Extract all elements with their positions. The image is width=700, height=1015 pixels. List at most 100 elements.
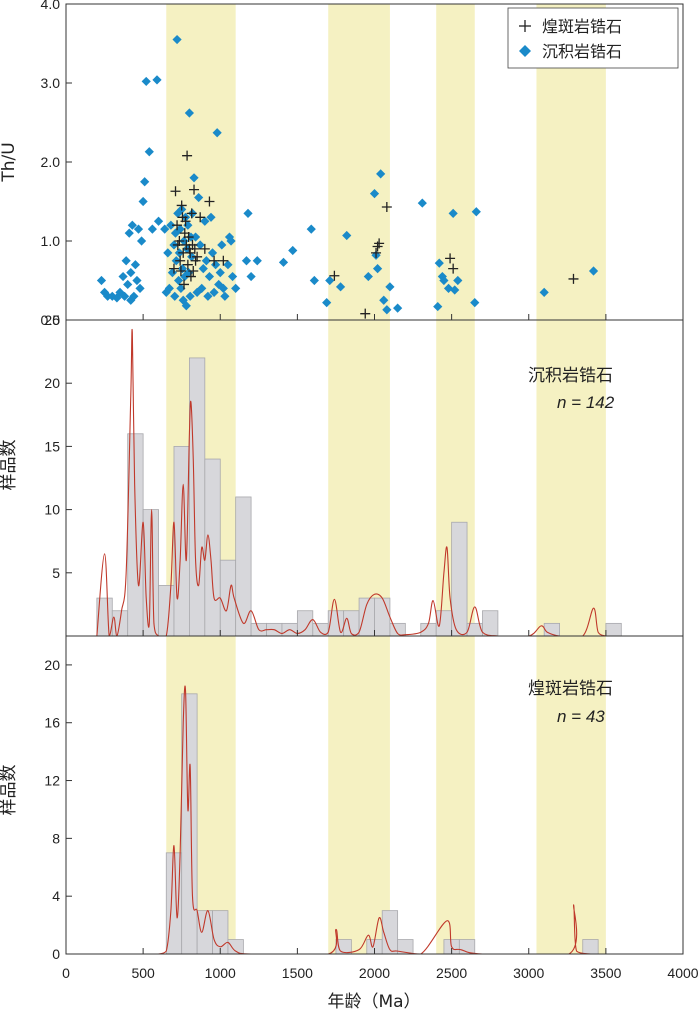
lamprophyre-bar-3	[212, 910, 229, 955]
sedimentary-point-99	[372, 264, 383, 274]
sedimentary-point-107	[434, 258, 444, 268]
lamprophyre-point-2	[172, 220, 183, 231]
sedimentary-point-37	[172, 34, 182, 45]
y-tick-label-2: 2.0	[41, 154, 61, 170]
sedimentary-point-13	[127, 220, 137, 230]
th-u-y-ticks: 0.0 1.0 2.0 3.0 4.0	[41, 0, 72, 328]
x-tick-label-2: 1000	[205, 965, 236, 981]
sedimentary-point-103	[385, 282, 395, 292]
sedimentary-point-67	[203, 291, 213, 301]
lamprophyre-point-30	[209, 255, 220, 266]
lamprophyre-point-31	[218, 255, 229, 266]
sedimentary-point-60	[192, 287, 202, 297]
sedimentary-point-27	[160, 224, 170, 234]
lamprophyre-bar-11	[582, 939, 599, 955]
sedimentary-point-30	[164, 283, 174, 293]
sedimentary-point-32	[167, 268, 178, 278]
x-tick-label-5: 2500	[436, 965, 467, 981]
lamprophyre-bars	[165, 693, 599, 955]
sedimentary-point-82	[227, 271, 238, 282]
sedimentary-bar-13	[296, 610, 314, 637]
lamprophyre-y-label: 样品数	[0, 765, 19, 816]
sedimentary-point-110	[443, 283, 454, 293]
sedimentary-point-81	[226, 236, 236, 246]
lamprophyre-point-34	[371, 247, 382, 258]
lamprophyre-point-38	[445, 253, 456, 264]
y-tick-label-2: 15	[44, 438, 60, 454]
sedimentary-point-104	[393, 303, 403, 313]
age-band-2	[436, 4, 475, 954]
sedimentary-point-12	[126, 268, 136, 278]
sedimentary-density-curve	[96, 329, 607, 637]
lamprophyre-point-7	[176, 200, 187, 211]
sedimentary-point-87	[252, 256, 262, 266]
lamprophyre-point-40	[568, 273, 579, 284]
th-u-marks	[96, 34, 599, 319]
lamprophyre-point-33	[360, 308, 371, 319]
lamprophyre-point-24	[189, 243, 200, 254]
sedimentary-point-63	[197, 283, 207, 293]
sedimentary-point-0	[96, 275, 107, 286]
lamprophyre-point-20	[186, 208, 197, 219]
sedimentary-point-39	[174, 275, 184, 286]
sedimentary-point-8	[121, 256, 131, 266]
sedimentary-point-53	[184, 108, 194, 118]
lamprophyre-panel: 0 4 8 12 16 20 样品数 煌斑岩锆石 n = 43	[0, 657, 613, 962]
sedimentary-point-66	[201, 256, 211, 266]
sedimentary-point-19	[136, 236, 147, 246]
sedimentary-point-49	[181, 301, 191, 311]
y-tick-label-1: 4	[52, 888, 60, 904]
sedimentary-point-105	[417, 198, 427, 208]
sedimentary-point-84	[241, 256, 252, 266]
y-tick-label-4: 25	[44, 312, 60, 328]
sedimentary-point-69	[206, 212, 216, 222]
sedimentary-point-77	[218, 283, 228, 293]
sedimentary-point-54	[185, 291, 195, 301]
sedimentary-point-89	[288, 245, 298, 256]
lamprophyre-annotation: 煌斑岩锆石	[528, 679, 613, 699]
sedimentary-point-14	[129, 291, 139, 301]
y-tick-label-3: 3.0	[41, 75, 61, 91]
sedimentary-point-117	[588, 266, 599, 276]
x-tick-label-0: 0	[62, 965, 70, 981]
sedimentary-point-52	[184, 268, 194, 278]
legend: 煌斑岩锆石 沉积岩锆石	[507, 7, 679, 69]
lamprophyre-point-6	[175, 266, 186, 277]
sedimentary-point-61	[194, 192, 204, 203]
sedimentary-point-2	[103, 291, 113, 301]
lamprophyre-bar-7	[381, 910, 399, 955]
sedimentary-point-29	[163, 248, 173, 258]
x-tick-label-7: 3500	[590, 965, 621, 981]
sedimentary-point-65	[200, 216, 210, 226]
sedimentary-bar-4	[158, 585, 175, 637]
age-band-1	[328, 4, 390, 954]
y-tick-label-2: 8	[52, 830, 60, 846]
sedimentary-point-94	[335, 282, 346, 292]
sedimentary-annotation: 沉积岩锆石	[528, 366, 613, 386]
sedimentary-point-44	[177, 264, 188, 274]
sedimentary-y-ticks: 5 10 15 20 25	[44, 312, 72, 581]
sedimentary-point-100	[376, 169, 386, 179]
sedimentary-point-22	[141, 76, 151, 87]
lamprophyre-point-39	[448, 263, 459, 274]
sedimentary-point-64	[198, 264, 208, 274]
x-axis-ticks: 0 500 1000 1500 2000 2500 3000 3500 4000	[62, 314, 699, 981]
y-tick-label-3: 12	[44, 773, 60, 789]
sedimentary-count: n = 142	[557, 393, 615, 412]
sedimentary-point-76	[217, 240, 227, 250]
sedimentary-point-7	[120, 291, 130, 301]
x-axis-label: 年龄（Ma）	[327, 992, 420, 1012]
y-tick-label-5: 20	[44, 657, 60, 673]
lamprophyre-count: n = 43	[557, 707, 605, 726]
sedimentary-bar-20	[420, 622, 437, 637]
sedimentary-point-10	[124, 228, 134, 238]
sedimentary-point-28	[161, 287, 171, 297]
y-tick-label-4: 4.0	[41, 0, 61, 12]
sedimentary-point-9	[123, 279, 133, 290]
sedimentary-bar-18	[374, 597, 391, 637]
lamprophyre-point-23	[189, 184, 200, 195]
x-tick-label-4: 2000	[359, 965, 390, 981]
sedimentary-y-label: 样品数	[0, 440, 19, 491]
legend-box	[507, 7, 679, 69]
